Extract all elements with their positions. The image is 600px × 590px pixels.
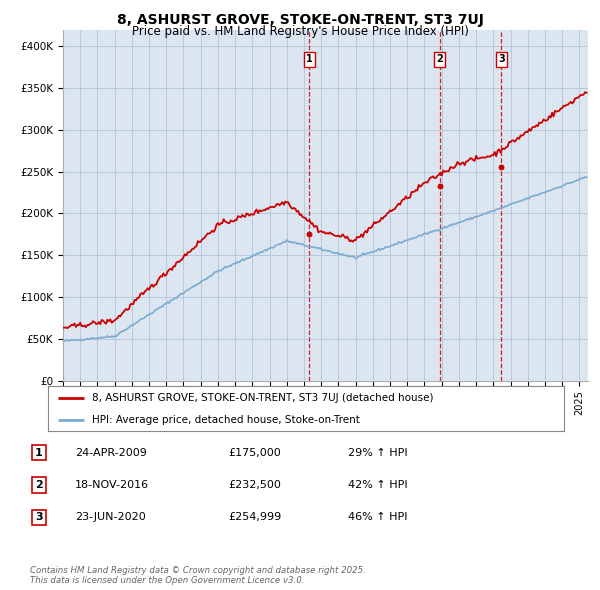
Text: 3: 3 bbox=[35, 513, 43, 522]
Text: 24-APR-2009: 24-APR-2009 bbox=[75, 448, 147, 457]
Text: 2: 2 bbox=[35, 480, 43, 490]
Text: £175,000: £175,000 bbox=[228, 448, 281, 457]
Text: 8, ASHURST GROVE, STOKE-ON-TRENT, ST3 7UJ: 8, ASHURST GROVE, STOKE-ON-TRENT, ST3 7U… bbox=[116, 13, 484, 27]
Text: 3: 3 bbox=[498, 54, 505, 64]
Text: 23-JUN-2020: 23-JUN-2020 bbox=[75, 513, 146, 522]
Point bbox=[435, 182, 445, 191]
Point bbox=[497, 163, 506, 172]
Text: Contains HM Land Registry data © Crown copyright and database right 2025.
This d: Contains HM Land Registry data © Crown c… bbox=[30, 566, 366, 585]
Text: 18-NOV-2016: 18-NOV-2016 bbox=[75, 480, 149, 490]
Text: 1: 1 bbox=[35, 448, 43, 457]
Point bbox=[305, 230, 314, 239]
Text: £232,500: £232,500 bbox=[228, 480, 281, 490]
Text: 46% ↑ HPI: 46% ↑ HPI bbox=[348, 513, 407, 522]
Text: HPI: Average price, detached house, Stoke-on-Trent: HPI: Average price, detached house, Stok… bbox=[92, 415, 360, 425]
Text: 1: 1 bbox=[306, 54, 313, 64]
Text: Price paid vs. HM Land Registry's House Price Index (HPI): Price paid vs. HM Land Registry's House … bbox=[131, 25, 469, 38]
Text: £254,999: £254,999 bbox=[228, 513, 281, 522]
Text: 29% ↑ HPI: 29% ↑ HPI bbox=[348, 448, 407, 457]
Text: 8, ASHURST GROVE, STOKE-ON-TRENT, ST3 7UJ (detached house): 8, ASHURST GROVE, STOKE-ON-TRENT, ST3 7U… bbox=[92, 392, 433, 402]
Text: 2: 2 bbox=[436, 54, 443, 64]
Text: 42% ↑ HPI: 42% ↑ HPI bbox=[348, 480, 407, 490]
